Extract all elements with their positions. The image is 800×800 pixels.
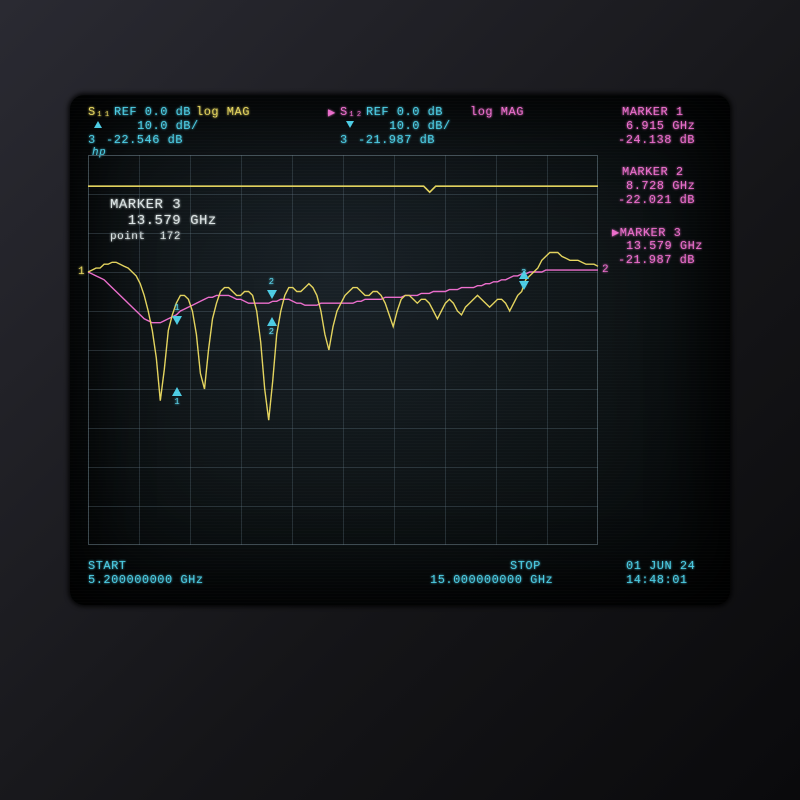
plot-marker-triangle — [267, 290, 277, 299]
footer-time: 14:48:01 — [626, 573, 688, 587]
trace2-label-right: 2 — [602, 264, 609, 276]
trace1-label-left: 1 — [78, 266, 85, 278]
plot-marker-label: 1 — [174, 303, 179, 313]
plot-marker-triangle — [172, 387, 182, 396]
footer-date: 01 JUN 24 — [626, 559, 695, 573]
plot-marker-triangle — [172, 316, 182, 325]
start-value: 5.200000000 GHz — [88, 573, 204, 587]
flat-reference-line — [88, 186, 598, 192]
plot-marker-label: 2 — [269, 327, 274, 337]
screen-content: S₁₁ log MAG REF 0.0 dB 10.0 dB/ 3 -22.54… — [70, 95, 730, 605]
start-label: START — [88, 559, 127, 573]
stop-label: STOP — [510, 559, 541, 573]
stop-value: 15.000000000 GHz — [430, 573, 553, 587]
plot-marker-label: 1 — [174, 397, 179, 407]
plot-marker-triangle — [519, 281, 529, 290]
plot-marker-label: 3 — [521, 268, 526, 278]
instrument-bezel: S₁₁ log MAG REF 0.0 dB 10.0 dB/ 3 -22.54… — [0, 0, 800, 800]
plot-marker-label: 2 — [269, 277, 274, 287]
plot-marker-triangle — [267, 317, 277, 326]
plot-svg — [70, 95, 730, 605]
crt-screen: S₁₁ log MAG REF 0.0 dB 10.0 dB/ 3 -22.54… — [70, 95, 730, 605]
